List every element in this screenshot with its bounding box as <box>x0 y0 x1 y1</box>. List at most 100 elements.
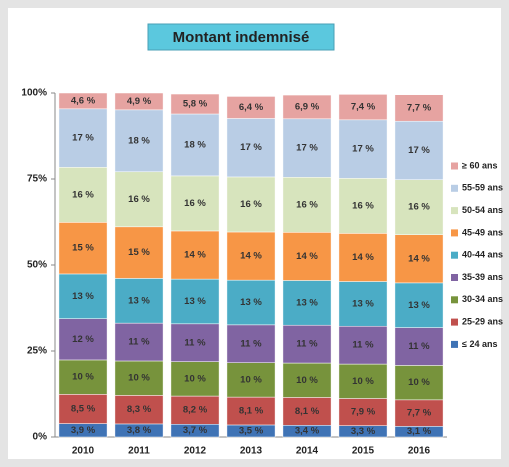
bar-segment <box>114 171 164 228</box>
seg-label: 4,9 % <box>127 96 152 107</box>
bar-segment <box>114 360 164 396</box>
bar-segment <box>114 278 164 324</box>
bar-segment <box>114 92 164 111</box>
seg-label: 10 % <box>184 373 206 384</box>
x-tick-label: 2016 <box>408 446 431 457</box>
seg-label: 13 % <box>184 296 206 307</box>
bar-segment <box>282 232 332 281</box>
y-tick-label: 50% <box>27 260 47 271</box>
bar-segment <box>338 398 388 426</box>
y-tick-label: 100% <box>21 88 47 99</box>
legend-label: 50-54 ans <box>462 205 503 215</box>
seg-label: 8,1 % <box>239 406 264 417</box>
bar-segment <box>282 177 332 233</box>
bar-segment <box>170 278 220 325</box>
legend-label: 35-39 ans <box>462 272 503 282</box>
bar-segment <box>394 120 444 180</box>
legend-swatch <box>451 318 458 326</box>
seg-label: 7,9 % <box>351 407 376 418</box>
seg-label: 3,9 % <box>71 425 96 436</box>
bar-segment <box>282 118 332 178</box>
bar-segment <box>170 323 220 362</box>
bar-segment <box>114 395 164 425</box>
seg-label: 14 % <box>296 251 318 262</box>
bar-segment <box>282 362 332 398</box>
legend-label: 30-34 ans <box>462 294 503 304</box>
bar-segment <box>394 94 444 122</box>
seg-label: 16 % <box>240 199 262 210</box>
x-tick-label: 2011 <box>128 446 150 457</box>
seg-label: 15 % <box>128 247 150 258</box>
seg-label: 13 % <box>128 295 150 306</box>
bar-segment <box>338 178 388 234</box>
seg-label: 17 % <box>72 133 94 144</box>
legend-swatch <box>451 340 458 348</box>
seg-label: 3,3 % <box>351 426 376 437</box>
bar-segment <box>114 322 164 362</box>
seg-label: 11 % <box>128 337 150 348</box>
title-box <box>147 23 335 51</box>
bar-segment <box>58 318 108 361</box>
seg-label: 18 % <box>184 139 206 150</box>
legend-swatch <box>451 207 458 215</box>
seg-label: 8,3 % <box>127 404 152 415</box>
seg-label: 11 % <box>240 338 262 349</box>
x-tick-label: 2013 <box>240 446 263 457</box>
seg-label: 7,7 % <box>407 102 432 113</box>
bar-segment <box>394 179 444 235</box>
bar-segment <box>170 93 220 115</box>
legend-label: 55-59 ans <box>462 183 503 193</box>
bar-segment <box>338 119 388 179</box>
seg-label: 3,5 % <box>239 425 264 436</box>
bar-segment <box>114 226 164 279</box>
seg-label: 13 % <box>296 297 318 308</box>
legend-swatch <box>451 251 458 259</box>
y-tick-label: 75% <box>27 174 47 185</box>
seg-label: 3,7 % <box>183 425 208 436</box>
seg-label: 16 % <box>296 199 318 210</box>
seg-label: 10 % <box>240 374 262 385</box>
bar-segment <box>58 359 108 395</box>
bar-segment <box>226 396 276 426</box>
seg-label: 6,4 % <box>239 102 264 113</box>
seg-label: 16 % <box>72 189 94 200</box>
bar-segment <box>226 362 276 398</box>
seg-label: 14 % <box>184 250 206 261</box>
seg-label: 13 % <box>408 300 430 311</box>
seg-label: 15 % <box>72 243 94 254</box>
legend-swatch <box>451 162 458 170</box>
y-tick-label: 0% <box>33 432 48 443</box>
bar-segment <box>58 167 108 223</box>
bar-segment <box>226 279 276 326</box>
legend-swatch <box>451 229 458 237</box>
seg-label: 14 % <box>240 251 262 262</box>
seg-label: 11 % <box>408 341 430 352</box>
seg-label: 11 % <box>184 337 206 348</box>
bar-segment <box>170 230 220 280</box>
seg-label: 4,6 % <box>71 95 96 106</box>
x-tick-label: 2014 <box>296 446 319 457</box>
bar-segment <box>170 361 220 397</box>
bar-segment <box>338 94 388 121</box>
seg-label: 17 % <box>352 144 374 155</box>
bar-segment <box>58 394 108 424</box>
bar-segment <box>338 363 388 399</box>
legend-swatch <box>451 184 458 192</box>
bar-segment <box>282 397 332 426</box>
bar-segment <box>282 324 332 364</box>
seg-label: 16 % <box>408 202 430 213</box>
seg-label: 13 % <box>72 291 94 302</box>
bar-segment <box>58 222 108 275</box>
x-tick-label: 2012 <box>184 446 207 457</box>
seg-label: 16 % <box>184 198 206 209</box>
seg-label: 5,8 % <box>183 99 208 110</box>
seg-label: 16 % <box>128 194 150 205</box>
seg-label: 12 % <box>72 334 94 345</box>
bar-segment <box>58 108 108 168</box>
seg-label: 14 % <box>408 253 430 264</box>
seg-label: 17 % <box>296 143 318 154</box>
bar-segment <box>394 365 444 401</box>
seg-label: 8,2 % <box>183 405 208 416</box>
seg-label: 17 % <box>408 145 430 156</box>
